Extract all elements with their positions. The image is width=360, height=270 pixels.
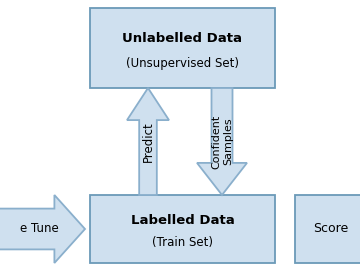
- Text: Confident
Samples: Confident Samples: [211, 114, 233, 169]
- Bar: [90, 8, 275, 88]
- Text: Labelled Data: Labelled Data: [131, 214, 234, 227]
- Polygon shape: [0, 195, 85, 263]
- Bar: [90, 195, 275, 263]
- Bar: [295, 195, 360, 263]
- Text: e Tune: e Tune: [20, 222, 59, 235]
- Text: Unlabelled Data: Unlabelled Data: [122, 32, 243, 45]
- Polygon shape: [197, 88, 247, 195]
- Text: Score: Score: [313, 222, 348, 235]
- Text: (Unsupervised Set): (Unsupervised Set): [126, 58, 239, 70]
- Text: (Train Set): (Train Set): [152, 236, 213, 249]
- Text: Predict: Predict: [141, 121, 154, 162]
- Polygon shape: [127, 88, 169, 195]
